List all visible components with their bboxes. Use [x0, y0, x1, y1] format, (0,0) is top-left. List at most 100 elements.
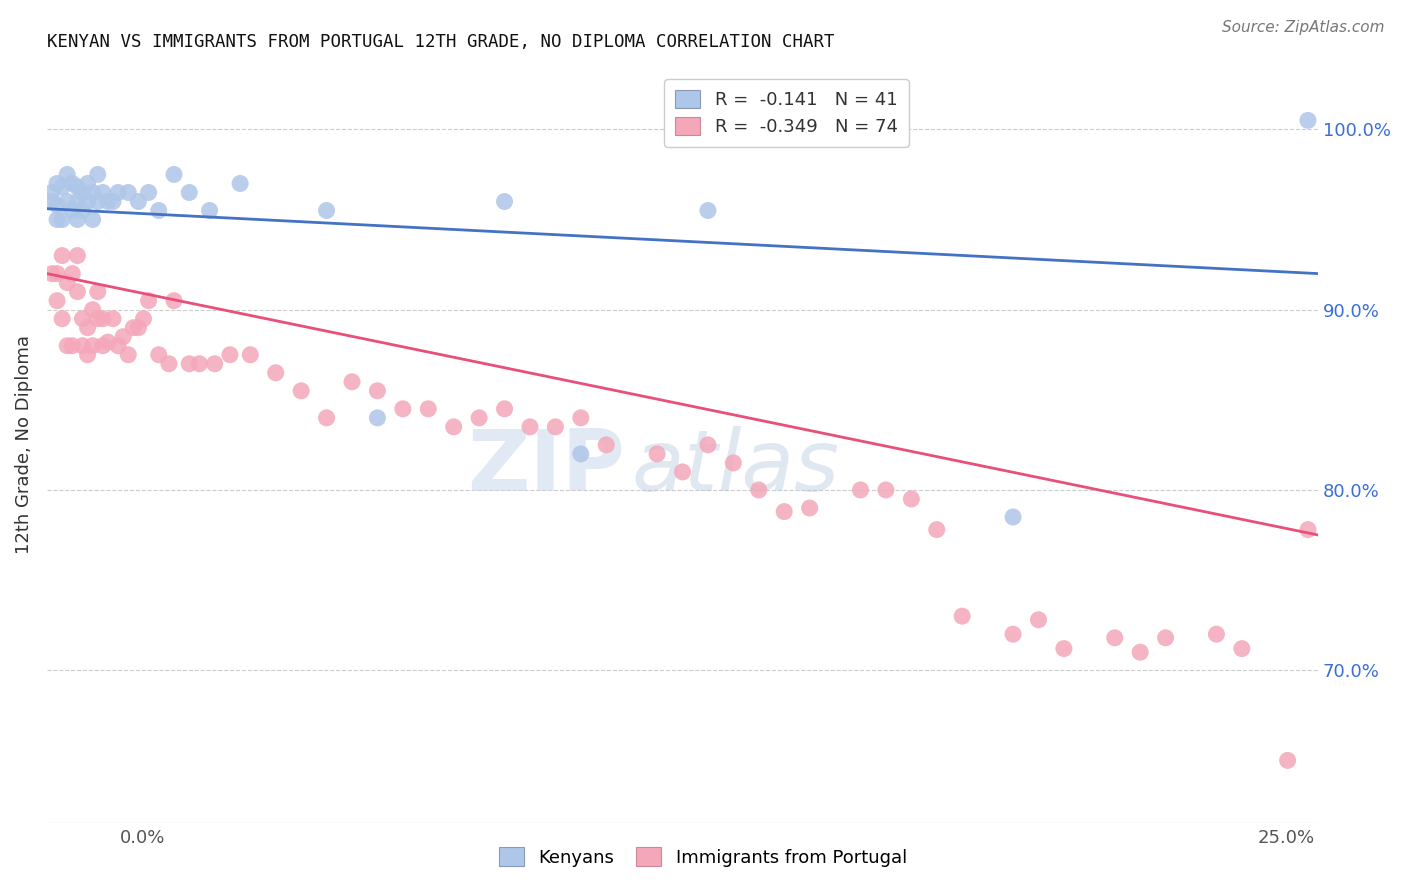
Point [60, 339, 83, 353]
Text: Source: ZipAtlas.com: Source: ZipAtlas.com [1222, 20, 1385, 35]
Point [46, 293, 69, 308]
Point [849, 483, 872, 497]
Point [82, 339, 104, 353]
Point [107, 186, 129, 200]
Text: ZIP: ZIP [468, 426, 626, 509]
Point [340, 375, 363, 389]
Point [229, 177, 252, 191]
Point [132, 311, 155, 326]
Point [494, 194, 516, 209]
Point [1002, 627, 1025, 641]
Point [290, 384, 312, 398]
Point [66, 249, 89, 263]
Point [163, 293, 186, 308]
Point [56, 276, 79, 290]
Point [82, 212, 104, 227]
Point [179, 357, 201, 371]
Point [468, 410, 491, 425]
Point [72, 311, 94, 326]
Point [875, 483, 897, 497]
Point [112, 329, 135, 343]
Point [51, 311, 73, 326]
Point [87, 285, 110, 299]
Point [443, 420, 465, 434]
Point [46, 267, 69, 281]
Point [117, 186, 139, 200]
Point [1002, 510, 1025, 524]
Point [138, 293, 160, 308]
Point [925, 523, 948, 537]
Point [66, 285, 89, 299]
Point [595, 438, 617, 452]
Point [97, 335, 120, 350]
Text: 0.0%: 0.0% [120, 829, 165, 847]
Point [1296, 523, 1319, 537]
Point [418, 401, 440, 416]
Point [51, 249, 73, 263]
Point [1053, 641, 1076, 656]
Point [179, 186, 201, 200]
Point [51, 180, 73, 194]
Point [157, 357, 180, 371]
Legend: Kenyans, Immigrants from Portugal: Kenyans, Immigrants from Portugal [492, 840, 914, 874]
Point [204, 357, 226, 371]
Point [569, 410, 592, 425]
Point [392, 401, 415, 416]
Point [748, 483, 770, 497]
Point [91, 311, 114, 326]
Point [1154, 631, 1177, 645]
Point [366, 384, 388, 398]
Point [239, 348, 262, 362]
Point [950, 609, 973, 624]
Point [101, 194, 124, 209]
Point [188, 357, 211, 371]
Point [66, 194, 89, 209]
Y-axis label: 12th Grade, No Diploma: 12th Grade, No Diploma [15, 335, 32, 555]
Point [122, 320, 145, 334]
Point [101, 311, 124, 326]
Point [91, 186, 114, 200]
Point [41, 267, 63, 281]
Point [46, 212, 69, 227]
Point [107, 339, 129, 353]
Point [127, 194, 149, 209]
Point [544, 420, 567, 434]
Point [697, 438, 720, 452]
Legend: R =  -0.141   N = 41, R =  -0.349   N = 74: R = -0.141 N = 41, R = -0.349 N = 74 [664, 79, 908, 146]
Point [773, 505, 796, 519]
Point [76, 320, 98, 334]
Point [60, 267, 83, 281]
Text: atlas: atlas [631, 426, 839, 509]
Point [1028, 613, 1050, 627]
Text: KENYAN VS IMMIGRANTS FROM PORTUGAL 12TH GRADE, NO DIPLOMA CORRELATION CHART: KENYAN VS IMMIGRANTS FROM PORTUGAL 12TH … [46, 33, 834, 51]
Point [72, 186, 94, 200]
Point [46, 177, 69, 191]
Point [219, 348, 242, 362]
Point [645, 447, 668, 461]
Point [41, 194, 63, 209]
Point [76, 177, 98, 191]
Point [900, 491, 922, 506]
Point [1205, 627, 1227, 641]
Point [519, 420, 541, 434]
Point [723, 456, 745, 470]
Point [60, 203, 83, 218]
Point [87, 168, 110, 182]
Point [1296, 113, 1319, 128]
Point [56, 339, 79, 353]
Point [66, 180, 89, 194]
Point [56, 168, 79, 182]
Point [82, 186, 104, 200]
Point [72, 339, 94, 353]
Text: 25.0%: 25.0% [1257, 829, 1315, 847]
Point [1230, 641, 1253, 656]
Point [1104, 631, 1126, 645]
Point [41, 186, 63, 200]
Point [366, 410, 388, 425]
Point [60, 177, 83, 191]
Point [76, 194, 98, 209]
Point [76, 348, 98, 362]
Point [91, 339, 114, 353]
Point [264, 366, 287, 380]
Point [117, 348, 139, 362]
